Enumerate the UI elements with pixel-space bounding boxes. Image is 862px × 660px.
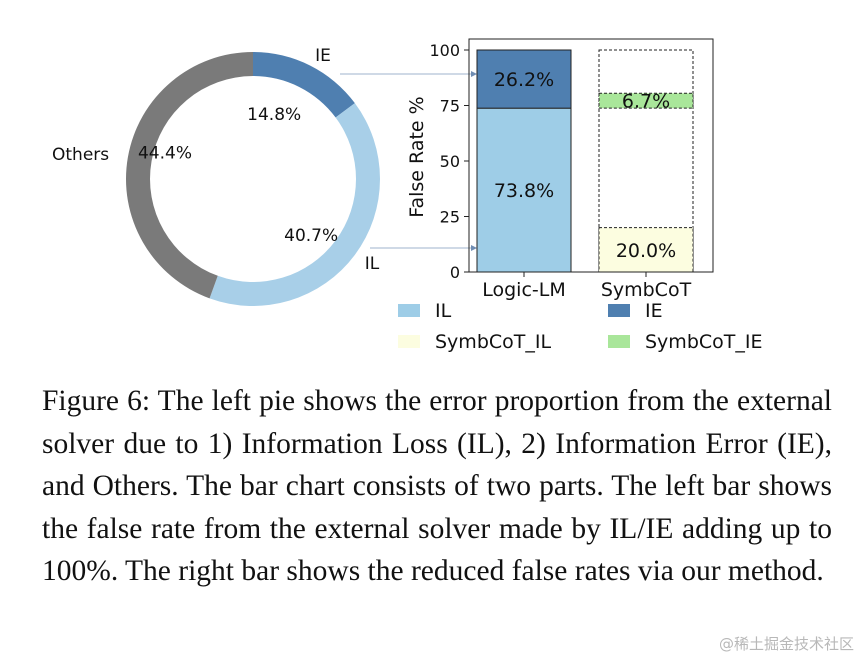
pie-value-label-il: 40.7% — [284, 226, 338, 246]
bar-chart-legend: IL IE SymbCoT_IL SymbCoT_IE — [398, 300, 762, 353]
bar-value-label-symbcot_ie: 6.7% — [622, 91, 670, 113]
false-rate-bar-chart: 73.8% 26.2% 20.0% 6.7% 0 25 50 75 100 Logic-LM Sym… — [406, 38, 714, 301]
watermark: @稀土掘金技术社区 — [718, 635, 854, 653]
bar-axes-frame — [468, 38, 714, 273]
bar-segment-symbcot-symbcot_il — [598, 227, 694, 273]
bar-segment-logic-lm-il — [476, 107, 572, 273]
error-donut-chart: 14.8% 40.7% 44.4% IE IL Others — [52, 46, 381, 306]
legend-label-symbcot_ie: SymbCoT_IE — [645, 331, 762, 353]
legend-swatch-symbcot_il — [398, 335, 420, 348]
bar-value-label-symbcot_il: 20.0% — [616, 240, 676, 262]
y-tick-label: 75 — [440, 97, 460, 116]
pie-category-label-others: Others — [52, 145, 109, 165]
y-tick-label: 25 — [440, 208, 460, 227]
legend-label-symbcot_il: SymbCoT_IL — [435, 331, 551, 353]
x-tick-label: SymbCoT — [601, 279, 692, 301]
y-tick-label: 50 — [440, 152, 460, 171]
bar-value-label-ie: 26.2% — [494, 69, 554, 91]
y-tick-label: 0 — [450, 263, 460, 282]
bar-segment-symbcot-symbcot_ie — [598, 92, 694, 109]
y-axis-label: False Rate % — [406, 96, 428, 217]
legend-swatch-symbcot_ie — [608, 335, 630, 348]
legend-swatch-ie — [608, 304, 630, 317]
pie-value-label-others: 44.4% — [138, 144, 192, 164]
pie-to-bar-connectors — [340, 71, 477, 251]
legend-label-ie: IE — [645, 300, 663, 322]
pie-slice-il — [209, 103, 381, 306]
x-tick-label: Logic-LM — [482, 279, 566, 301]
pie-value-label-ie: 14.8% — [247, 105, 301, 125]
bar-segment-logic-lm-ie — [476, 49, 572, 109]
pie-slice-ie — [253, 52, 355, 118]
pie-category-label-ie: IE — [315, 46, 331, 66]
legend-swatch-il — [398, 304, 420, 317]
figure-caption: Figure 6: The left pie shows the error p… — [42, 385, 832, 587]
bar-value-label-il: 73.8% — [494, 180, 554, 202]
y-tick-label: 100 — [429, 41, 460, 60]
figure-6-chart: 14.8% 40.7% 44.4% IE IL Others 73.8% 26.2% 20.0… — [52, 38, 762, 353]
pie-category-label-il: IL — [365, 254, 380, 274]
pie-slice-others — [125, 52, 253, 299]
legend-label-il: IL — [435, 300, 452, 322]
